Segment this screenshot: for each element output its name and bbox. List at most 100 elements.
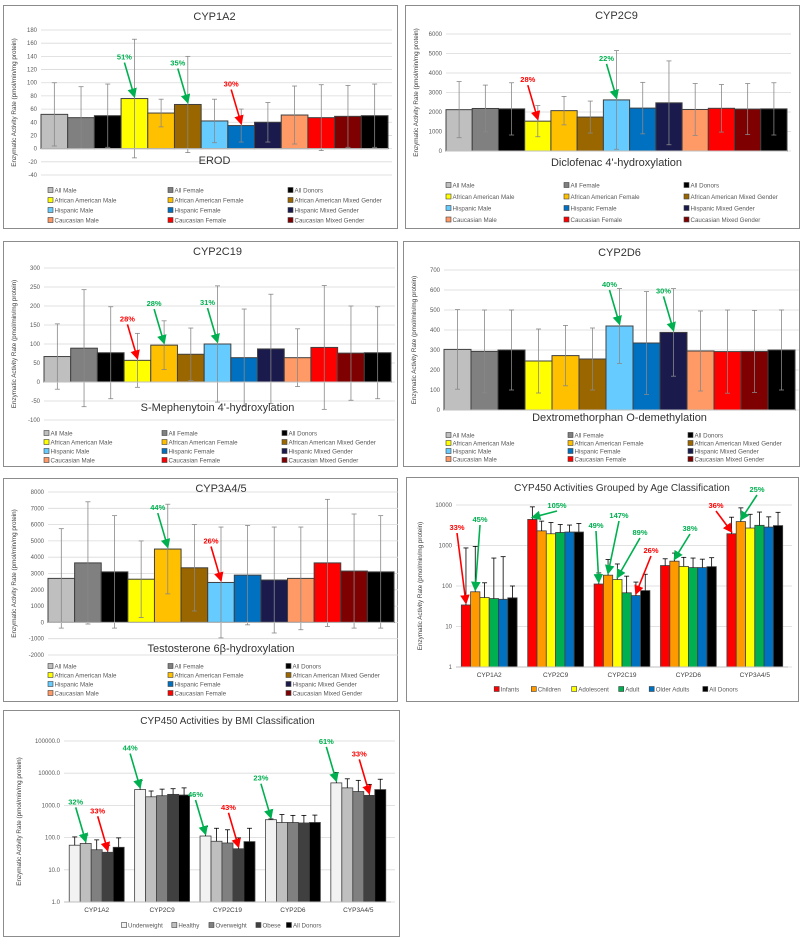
legend-swatch [47, 197, 54, 203]
legend-swatch [121, 922, 127, 928]
legend-swatch [167, 672, 174, 678]
bar-all-donors [178, 794, 190, 903]
bar-healthy [145, 796, 158, 903]
legend-swatch [43, 439, 50, 445]
y-tick-label: 0 [37, 380, 41, 386]
bar-overweight [221, 842, 234, 903]
legend-swatch [167, 663, 174, 669]
annotation-label: 35% [170, 58, 185, 67]
legend-label: Hispanic Mixed Gender [295, 208, 359, 215]
bar-children [536, 530, 547, 668]
legend-label: All Female [175, 188, 205, 195]
chart-panel-cyp3a45: -2000 -1000 0 1000 2000 3000 4000 5000 6000 7000 8… [3, 478, 398, 702]
annotation-arrow [194, 799, 208, 836]
annotation-label: 30% [656, 286, 671, 295]
legend-label: African American Female [575, 441, 645, 448]
annotation-arrow [153, 308, 167, 345]
y-axis-label: Enzymatic Activity Rate (pmol/min/mg pro… [16, 757, 23, 885]
y-tick-label: 1000 [429, 130, 443, 136]
y-tick-label: 250 [30, 285, 41, 291]
legend-label: Caucasian Female [175, 691, 227, 698]
legend-label: African American Female [175, 673, 245, 680]
legend-label: All Female [175, 664, 205, 671]
legend-swatch [285, 672, 292, 678]
legend-label: Caucasian Female [571, 217, 623, 224]
annotation-arrow [530, 510, 558, 521]
legend-label: Hispanic Male [55, 682, 94, 689]
bar-all-donors [772, 525, 784, 668]
legend-swatch [47, 663, 54, 669]
annotation-label: 36% [708, 501, 723, 510]
annotation-arrow [358, 759, 372, 795]
legend-swatch [445, 193, 452, 200]
legend-label: Hispanic Mixed Gender [293, 682, 357, 689]
legend-swatch [281, 448, 288, 454]
annotation-arrow [456, 532, 470, 605]
bar-children [470, 591, 481, 668]
legend-swatch [567, 440, 574, 446]
annotation-arrow [123, 62, 137, 99]
legend-label: All Male [453, 183, 476, 190]
chart-cyp2c9: 0 1000 2000 3000 4000 5000 6000 Enzymatic Activ… [413, 10, 791, 224]
legend-swatch [687, 432, 694, 438]
chart-age-classification: 1 10 100 1000 10000 Enzymatic Activity Rate (… [417, 483, 792, 694]
annotation-arrow [605, 63, 619, 100]
x-category-label: S-Mephenytoin 4'-hydroxylation [141, 402, 295, 414]
annotation-label: 28% [520, 75, 535, 84]
annotation-label: 44% [123, 744, 138, 753]
annotation-label: 40% [602, 280, 617, 289]
legend-swatch [287, 207, 294, 213]
chart-title: CYP2D6 [598, 247, 641, 259]
annotation-arrow [471, 524, 481, 592]
legend-swatch [445, 440, 452, 446]
y-tick-label: 180 [27, 28, 38, 34]
bar-older-adults [697, 567, 708, 668]
legend-swatch [687, 448, 694, 454]
legend-label: Hispanic Male [453, 206, 492, 213]
x-category-label: CYP1A2 [84, 907, 109, 914]
y-tick-label: 40 [30, 120, 37, 126]
legend-label: Obese [262, 923, 281, 930]
legend-swatch [47, 681, 54, 687]
y-tick-label: 100 [27, 81, 38, 87]
annotation-arrow [593, 530, 604, 584]
legend-label: Caucasian Male [453, 217, 498, 224]
annotation-label: 30% [224, 80, 239, 89]
legend-label: Hispanic Male [55, 208, 94, 215]
legend-swatch [687, 440, 694, 446]
chart-panel-cyp1a2: -40 -20 0 20 40 60 80 100 120 140 160 180 Enzymatic … [3, 5, 398, 229]
y-tick-label: 0 [439, 149, 443, 155]
chart-panel-cyp2d6: 0 100 200 300 400 500 600 700 Enzymatic Activity… [403, 241, 800, 467]
legend-swatch [445, 216, 452, 223]
legend-swatch [567, 456, 574, 462]
y-axis-label: Enzymatic Activity Rate (pmol/min/mg pro… [11, 280, 18, 408]
legend-label: Underweight [128, 923, 163, 930]
legend-swatch [563, 205, 570, 211]
legend-swatch [208, 922, 215, 928]
legend-label: African American Mixed Gender [695, 441, 782, 448]
legend-swatch [493, 686, 500, 692]
legend-swatch [285, 690, 292, 696]
y-tick-label: 700 [430, 268, 441, 274]
chart-panel-age: 1 10 100 1000 10000 Enzymatic Activity Rate (… [406, 477, 799, 702]
legend-swatch [563, 193, 570, 200]
legend-swatch [281, 430, 288, 436]
bar-all-donors [640, 590, 651, 668]
legend-swatch [287, 187, 294, 193]
bar-adult [687, 567, 699, 668]
bar-overweight [287, 822, 299, 903]
y-tick-label: 100000.0 [35, 739, 61, 745]
chart-panel-bmi: 1.0 10.0 100.0 1000.0 10000.0 100000.0 Enzymat… [3, 710, 400, 937]
x-category-label: EROD [199, 155, 231, 167]
annotation-arrow [157, 512, 171, 549]
y-tick-label: 1000 [31, 604, 45, 610]
annotation-arrow [206, 307, 220, 344]
legend-label: Caucasian Male [55, 691, 100, 698]
annotation-arrow [177, 68, 191, 105]
bar-obese [232, 848, 245, 903]
legend-swatch [47, 217, 54, 223]
y-tick-label: 0 [437, 408, 441, 414]
legend-label: Hispanic Mixed Gender [289, 449, 353, 456]
annotation-arrow [616, 537, 641, 579]
y-tick-label: 1 [449, 665, 453, 671]
